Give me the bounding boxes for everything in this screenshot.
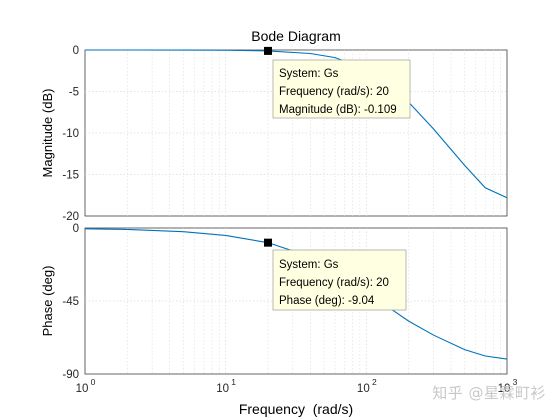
phase-y-label: Phase (deg): [40, 266, 55, 337]
phase-datatip-box: [272, 249, 407, 311]
chart-title: Bode Diagram: [251, 28, 341, 44]
magnitude-y-ticks: 0 -5 -10 -15 -20: [62, 45, 79, 223]
y-tick-label: -90: [62, 369, 79, 381]
magnitude-datatip-system: System: Gs: [279, 68, 339, 80]
y-tick-label: -15: [62, 170, 79, 182]
phase-y-ticks: 0 -45 -90: [62, 223, 79, 381]
x-tick-exponent: 0: [91, 377, 96, 387]
watermark: 知乎 @星霖町衫: [432, 384, 546, 402]
frequency-x-label: Frequency (rad/s): [239, 401, 353, 417]
phase-datatip-system: System: Gs: [279, 259, 339, 271]
y-tick-label: -20: [62, 211, 79, 223]
x-tick-base: 10: [498, 383, 511, 395]
phase-datatip-marker[interactable]: [264, 238, 273, 247]
x-tick-exponent: 1: [231, 377, 236, 387]
y-tick-label: 0: [73, 45, 79, 57]
x-tick-base: 10: [216, 383, 229, 395]
phase-datatip[interactable]: System: Gs Frequency (rad/s): 20 Phase (…: [264, 238, 407, 311]
magnitude-datatip-value: Magnitude (dB): -0.109: [279, 104, 397, 116]
magnitude-y-label: Magnitude (dB): [40, 89, 55, 178]
x-tick-base: 10: [357, 383, 370, 395]
x-tick-exponent: 3: [513, 377, 518, 387]
y-tick-label: -45: [62, 296, 79, 308]
y-tick-label: 0: [73, 223, 79, 235]
magnitude-datatip-marker[interactable]: [264, 46, 273, 55]
phase-datatip-value: Phase (deg): -9.04: [279, 295, 375, 307]
y-tick-label: -5: [69, 87, 79, 99]
x-tick-exponent: 2: [372, 377, 377, 387]
magnitude-datatip-box: [272, 59, 411, 119]
magnitude-datatip-frequency: Frequency (rad/s): 20: [279, 86, 389, 98]
x-tick-base: 10: [76, 383, 89, 395]
phase-datatip-frequency: Frequency (rad/s): 20: [279, 277, 389, 289]
y-tick-label: -10: [62, 128, 79, 140]
magnitude-datatip[interactable]: System: Gs Frequency (rad/s): 20 Magnitu…: [264, 46, 411, 119]
